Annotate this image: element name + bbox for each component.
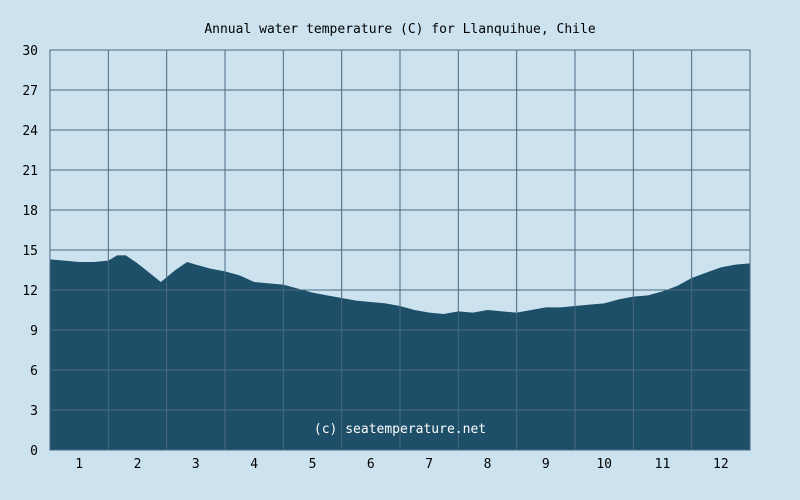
x-tick-label: 1 (75, 457, 83, 472)
x-tick-label: 2 (134, 457, 142, 472)
y-tick-label: 9 (30, 324, 38, 339)
y-tick-label: 0 (30, 444, 38, 459)
y-axis-ticks: 0 3 6 9 12 15 18 21 24 27 30 (22, 44, 38, 459)
x-axis-ticks: 1 2 3 4 5 6 7 8 9 10 11 12 (75, 457, 728, 472)
x-tick-label: 3 (192, 457, 200, 472)
y-tick-label: 18 (22, 204, 38, 219)
grid (49, 49, 751, 451)
x-tick-label: 5 (309, 457, 317, 472)
x-tick-label: 12 (713, 457, 729, 472)
x-tick-label: 4 (250, 457, 258, 472)
plot-border (49, 49, 751, 451)
x-tick-label: 7 (425, 457, 433, 472)
y-tick-label: 27 (22, 84, 38, 99)
x-tick-label: 11 (655, 457, 671, 472)
watermark: (c) seatemperature.net (314, 422, 486, 437)
chart-title: Annual water temperature (C) for Llanqui… (204, 22, 596, 37)
y-tick-label: 12 (22, 284, 38, 299)
y-tick-label: 21 (22, 164, 38, 179)
x-tick-label: 8 (484, 457, 492, 472)
y-tick-label: 6 (30, 364, 38, 379)
y-tick-label: 3 (30, 404, 38, 419)
x-tick-label: 10 (596, 457, 612, 472)
x-tick-label: 6 (367, 457, 375, 472)
x-tick-label: 9 (542, 457, 550, 472)
y-tick-label: 24 (22, 124, 38, 139)
y-tick-label: 15 (22, 244, 38, 259)
y-tick-label: 30 (22, 44, 38, 59)
